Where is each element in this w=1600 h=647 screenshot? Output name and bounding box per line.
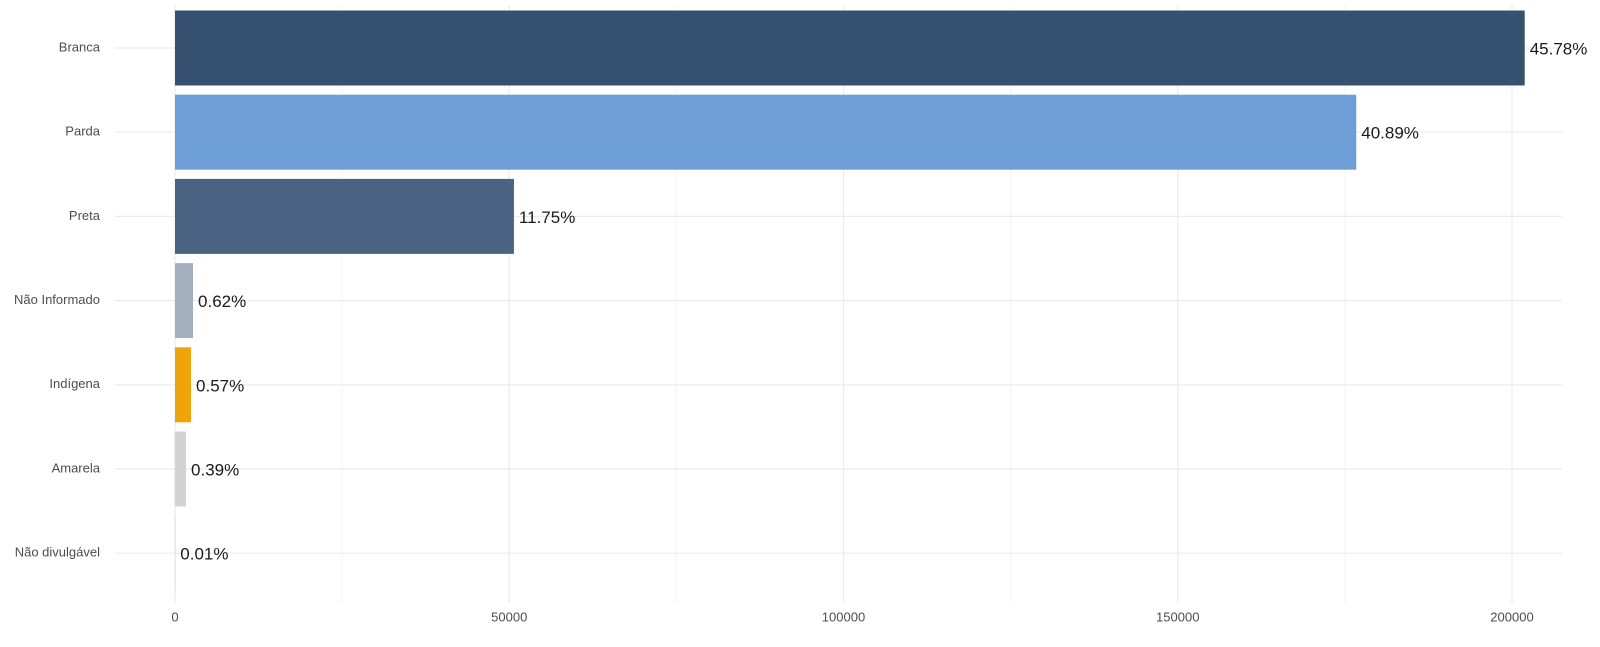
y-tick-label: Amarela bbox=[52, 460, 101, 475]
bar bbox=[174, 10, 1525, 86]
y-tick-label: Não divulgável bbox=[15, 545, 100, 560]
y-tick-label: Preta bbox=[69, 208, 101, 223]
y-tick-label: Não Informado bbox=[14, 292, 100, 307]
bar bbox=[174, 263, 194, 339]
value-label: 11.75% bbox=[519, 208, 575, 227]
value-label: 0.62% bbox=[198, 292, 246, 311]
value-label: 45.78% bbox=[1530, 39, 1588, 58]
value-label: 40.89% bbox=[1361, 124, 1419, 143]
bar bbox=[174, 347, 192, 423]
x-tick-label: 150000 bbox=[1156, 609, 1199, 624]
x-tick-label: 50000 bbox=[491, 609, 527, 624]
x-tick-label: 200000 bbox=[1490, 609, 1533, 624]
value-label: 0.01% bbox=[180, 545, 228, 564]
x-tick-label: 100000 bbox=[822, 609, 865, 624]
value-label: 0.57% bbox=[196, 376, 244, 395]
x-tick-label: 0 bbox=[171, 609, 178, 624]
y-tick-label: Indígena bbox=[49, 376, 100, 391]
y-tick-label: Parda bbox=[65, 124, 100, 139]
bar bbox=[174, 178, 514, 254]
y-tick-label: Branca bbox=[59, 39, 101, 54]
value-label: 0.39% bbox=[191, 460, 239, 479]
bar bbox=[174, 431, 187, 507]
bar bbox=[174, 94, 1357, 170]
